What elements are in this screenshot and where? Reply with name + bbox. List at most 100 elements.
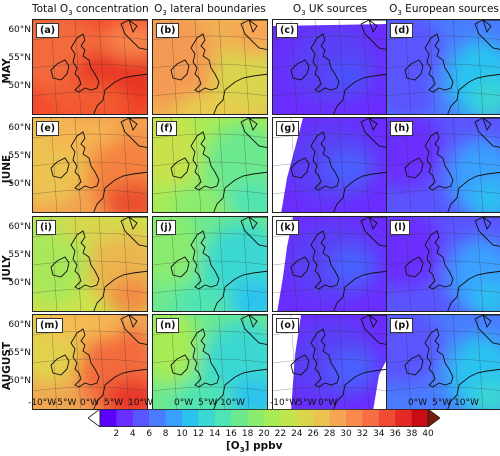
longitude-label: 0°W: [174, 398, 194, 408]
panel-label-m: (m): [36, 318, 63, 333]
row-label-july: JULY: [1, 255, 13, 281]
map-panel-e: (e): [32, 117, 148, 213]
colorbar-segment: [100, 409, 117, 427]
panel-label-l: (l): [390, 220, 410, 235]
colorbar-tick-label: 24: [291, 429, 303, 439]
map-panel-o: (o): [272, 314, 388, 410]
colorbar-segment: [395, 409, 413, 427]
colorbar-segment: [296, 409, 314, 427]
colorbar-segment: [247, 409, 265, 427]
colorbar-segment: [411, 409, 429, 427]
colorbar-tick-label: 6: [146, 429, 153, 439]
longitude-label: 10°W: [128, 398, 153, 408]
panel-label-b: (b): [156, 23, 180, 38]
map-panel-c: (c): [272, 19, 388, 115]
colorbar-tick-label: 22: [274, 429, 287, 439]
map-panel-i: (i): [32, 216, 148, 312]
latitude-label: 55°N: [8, 53, 31, 63]
map-panel-h: (h): [386, 117, 500, 213]
colorbar-segment: [116, 409, 134, 427]
panel-label-h: (h): [390, 121, 414, 136]
colorbar-tick-label: 32: [356, 429, 369, 439]
map-panel-l: (l): [386, 216, 500, 312]
latitude-label: 60°N: [8, 320, 31, 330]
colorbar-segment: [149, 409, 167, 427]
row-label-june: JUNE: [1, 154, 13, 184]
colorbar-tick-label: 40: [422, 429, 434, 439]
colorbar-segment: [231, 409, 249, 427]
colorbar-segment: [264, 409, 281, 427]
colorbar-segment: [132, 409, 150, 427]
panel-label-p: (p): [390, 318, 414, 333]
latitude-label: 50°N: [8, 376, 31, 386]
longitude-label: -10°W: [28, 398, 57, 408]
longitude-label: 5°W: [198, 398, 218, 408]
colorbar-tick-label: 12: [192, 429, 205, 439]
colorbar-segment: [313, 409, 331, 427]
row-label-may: MAY: [1, 58, 13, 84]
colorbar-tick-label: 4: [129, 429, 136, 439]
longitude-label: 5°W: [104, 398, 124, 408]
colorbar-tick-label: 38: [405, 429, 418, 439]
latitude-label: 50°N: [8, 278, 31, 288]
column-title-uk: O3 UK sources: [292, 3, 368, 18]
colorbar-segment: [329, 409, 347, 427]
latitude-label: 60°N: [8, 222, 31, 232]
longitude-label: -10°W: [270, 398, 299, 408]
map-panel-a: (a): [32, 19, 148, 115]
latitude-label: 60°N: [8, 25, 31, 35]
panel-label-k: (k): [276, 220, 300, 235]
row-label-august: AUGUST: [1, 341, 13, 391]
map-panel-g: (g): [272, 117, 388, 213]
colorbar-tick-label: 16: [225, 429, 237, 439]
colorbar-under-triangle: [87, 408, 101, 428]
map-panel-n: (n): [152, 314, 268, 410]
longitude-label: 0°W: [318, 398, 338, 408]
latitude-label: 50°N: [8, 179, 31, 189]
map-panel-p: (p): [386, 314, 500, 410]
panel-label-d: (d): [390, 23, 414, 38]
colorbar-segment: [198, 409, 216, 427]
colorbar: [87, 408, 441, 428]
colorbar-tick-label: 34: [373, 429, 385, 439]
longitude-label: -5°W: [294, 398, 317, 408]
colorbar-tick-label: 18: [241, 429, 254, 439]
longitude-label: -5°W: [54, 398, 77, 408]
colorbar-tick-label: 8: [162, 429, 169, 439]
map-panel-f: (f): [152, 117, 268, 213]
panel-label-g: (g): [276, 121, 300, 136]
panel-label-a: (a): [36, 23, 60, 38]
map-panel-m: (m): [32, 314, 148, 410]
latitude-label: 50°N: [8, 81, 31, 91]
colorbar-segment: [214, 409, 232, 427]
longitude-label: 10°W: [220, 398, 245, 408]
panel-label-i: (i): [36, 220, 56, 235]
longitude-label: 0°W: [80, 398, 100, 408]
colorbar-segment: [362, 409, 380, 427]
map-panel-j: (j): [152, 216, 268, 312]
colorbar-segment: [165, 409, 183, 427]
latitude-label: 60°N: [8, 123, 31, 133]
panel-label-n: (n): [156, 318, 180, 333]
panel-label-f: (f): [156, 121, 177, 136]
longitude-label: 5°W: [432, 398, 452, 408]
panel-label-o: (o): [276, 318, 300, 333]
column-title-lateral: O3 lateral boundaries: [154, 3, 266, 18]
colorbar-tick-label: 26: [307, 429, 319, 439]
colorbar-segment: [346, 409, 363, 427]
colorbar-over-triangle: [427, 408, 441, 428]
colorbar-tick-label: 20: [258, 429, 270, 439]
map-panel-d: (d): [386, 19, 500, 115]
map-panel-b: (b): [152, 19, 268, 115]
longitude-label: 10°W: [454, 398, 479, 408]
column-title-total: Total O3 concentration: [32, 3, 149, 18]
colorbar-tick-label: 10: [176, 429, 188, 439]
panel-label-e: (e): [36, 121, 60, 136]
colorbar-tick-label: 2: [113, 429, 120, 439]
map-panel-k: (k): [272, 216, 388, 312]
panel-label-c: (c): [276, 23, 299, 38]
panel-label-j: (j): [156, 220, 176, 235]
latitude-label: 55°N: [8, 250, 31, 260]
colorbar-title: [O3] ppbv: [226, 440, 283, 455]
longitude-label: 0°W: [408, 398, 428, 408]
